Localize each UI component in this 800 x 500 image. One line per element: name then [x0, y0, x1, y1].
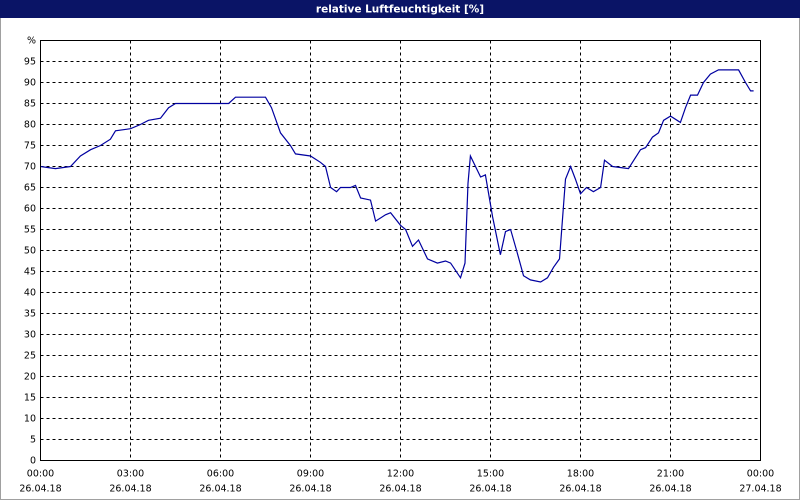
y-tick-label: 30 [24, 330, 36, 341]
y-tick-label: 5 [30, 435, 36, 446]
plot-border [40, 40, 761, 461]
x-tick-label: 00:00 [27, 469, 54, 480]
y-tick-label: % [27, 36, 36, 47]
x-tick-date: 26.04.18 [289, 484, 331, 495]
y-tick-label: 95 [24, 57, 36, 68]
y-tick-label: 85 [24, 99, 36, 110]
y-tick-label: 45 [24, 267, 36, 278]
x-tick-label: 12:00 [387, 469, 414, 480]
x-tick-date: 26.04.18 [19, 484, 61, 495]
x-tick-label: 03:00 [117, 469, 144, 480]
y-tick-label: 75 [24, 141, 36, 152]
x-tick-date: 27.04.18 [739, 484, 781, 495]
y-tick-label: 60 [24, 204, 36, 215]
x-tick-label: 18:00 [567, 469, 594, 480]
y-tick-label: 25 [24, 351, 36, 362]
y-tick-label: 0 [30, 456, 36, 467]
x-tick-date: 26.04.18 [379, 484, 421, 495]
y-tick-label: 80 [24, 120, 36, 131]
x-tick-label: 15:00 [477, 469, 504, 480]
y-tick-label: 70 [24, 162, 36, 173]
data-line [40, 69, 754, 283]
chart-title: relative Luftfeuchtigkeit [%] [316, 4, 484, 16]
x-tick-date: 26.04.18 [199, 484, 241, 495]
x-tick-date: 26.04.18 [469, 484, 511, 495]
y-tick-label: 35 [24, 309, 36, 320]
x-tick-label: 09:00 [297, 469, 324, 480]
y-tick-label: 65 [24, 183, 36, 194]
y-tick-label: 15 [24, 393, 36, 404]
x-tick-date: 26.04.18 [649, 484, 691, 495]
x-tick-date: 26.04.18 [109, 484, 151, 495]
y-tick-label: 10 [24, 414, 36, 425]
title-bar [0, 0, 800, 18]
y-tick-label: 55 [24, 225, 36, 236]
x-tick-label: 06:00 [207, 469, 234, 480]
y-tick-label: 20 [24, 372, 36, 383]
x-tick-date: 26.04.18 [559, 484, 601, 495]
y-tick-label: 50 [24, 246, 36, 257]
x-tick-label: 21:00 [657, 469, 684, 480]
y-tick-label: 90 [24, 78, 36, 89]
y-tick-label: 40 [24, 288, 36, 299]
x-tick-label: 00:00 [747, 469, 774, 480]
